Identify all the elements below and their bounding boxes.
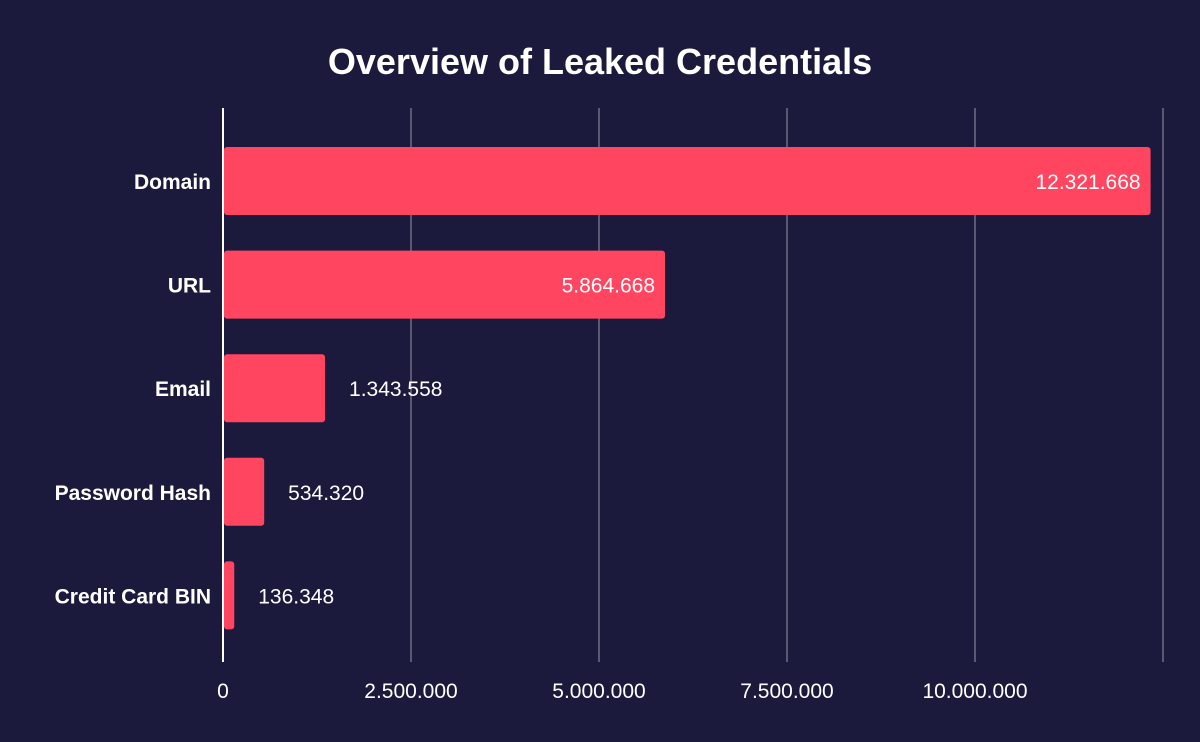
category-label: Domain bbox=[134, 171, 211, 194]
value-label: 12.321.668 bbox=[1035, 171, 1140, 194]
value-label: 5.864.668 bbox=[562, 275, 655, 298]
bar bbox=[224, 250, 666, 319]
labels: 0 2.500.000 5.000.000 7.500.000 10.000.000 Do… bbox=[55, 171, 1141, 703]
category-label: URL bbox=[168, 275, 211, 298]
chart-title: Overview of Leaked Credentials bbox=[328, 41, 872, 82]
bar bbox=[224, 561, 235, 630]
value-label: 534.320 bbox=[288, 482, 364, 505]
bars bbox=[224, 147, 1151, 630]
x-tick-label: 7.500.000 bbox=[740, 680, 833, 703]
x-tick-label: 5.000.000 bbox=[552, 680, 645, 703]
bar bbox=[224, 354, 326, 423]
x-tick-label: 2.500.000 bbox=[364, 680, 457, 703]
category-label: Credit Card BIN bbox=[55, 585, 211, 608]
category-label: Email bbox=[155, 378, 211, 401]
category-label: Password Hash bbox=[55, 482, 211, 505]
x-tick-label: 0 bbox=[217, 680, 229, 703]
x-tick-label: 10.000.000 bbox=[922, 680, 1027, 703]
value-label: 1.343.558 bbox=[349, 378, 442, 401]
bar bbox=[224, 147, 1151, 215]
value-label: 136.348 bbox=[258, 585, 334, 608]
bar bbox=[224, 457, 265, 526]
